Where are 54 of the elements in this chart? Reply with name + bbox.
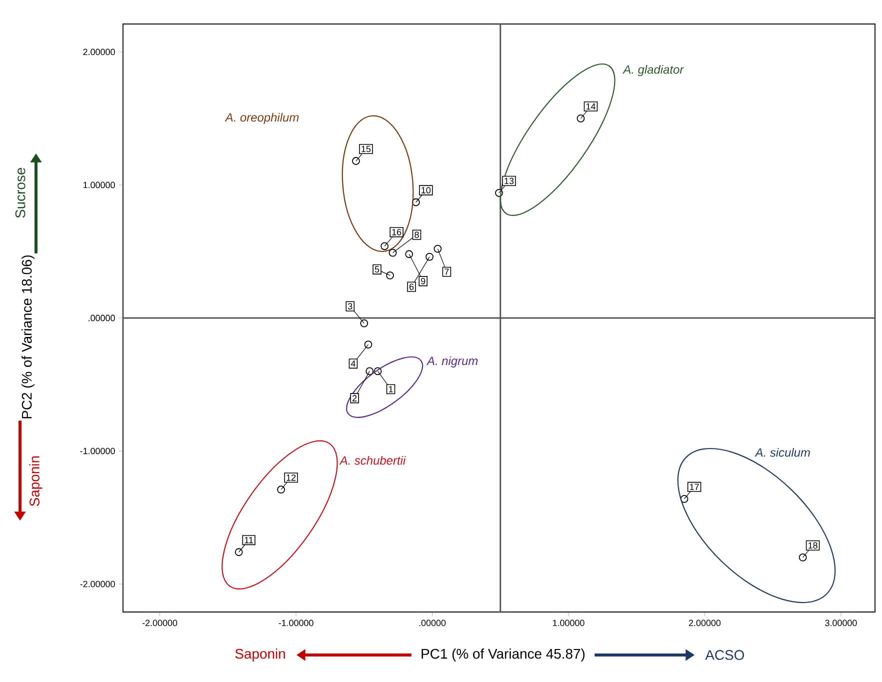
x-tick-label: 1.00000 [552,620,584,626]
annotation: 3 [348,303,352,310]
point [386,271,394,280]
point [405,250,414,258]
y-axis-title: PC2 (% of Variance 18.06) [22,255,35,418]
y-tick-label: .00000 [88,314,115,322]
y-tick-label: 2.00000 [83,48,115,56]
text: Saponin [235,648,285,662]
annotation: 13 [504,178,514,184]
annotation: 12 [286,474,296,481]
annotation: 1 [388,386,393,392]
point [576,114,585,122]
annotation: 4 [350,360,356,367]
x-tick-label: 3.00000 [825,620,857,626]
y-tick-label: 1.00000 [84,182,115,188]
annotation: 6 [409,284,414,290]
annotation: 5 [374,266,380,273]
x-tick-label: -2.00000 [142,620,178,626]
point [426,252,434,261]
annotation: A. nigrum [426,356,478,368]
point [277,486,285,494]
text: Sucrose [15,168,26,218]
point [234,548,243,556]
y-tick-label: -1.00000 [80,448,115,454]
text: Saponin [29,456,42,506]
annotation: 9 [421,278,426,284]
x-tick-label: -1.00000 [278,620,314,626]
point [798,553,807,562]
annotation: 14 [586,103,596,110]
y-tick-label: -2.00000 [80,580,115,588]
annotation: A. schubertii [339,456,406,465]
annotation: 10 [422,187,431,194]
annotation: 18 [808,542,818,549]
annotation: 8 [414,232,419,238]
x-tick-label: 2.00000 [688,620,721,626]
point [380,242,389,250]
point [434,244,442,253]
text: ACSO [705,650,744,660]
point [388,248,397,257]
point [364,340,372,349]
annotation: 17 [690,484,699,490]
x-tick-label: .00000 [419,620,446,626]
annotation: 11 [244,537,254,544]
annotation: 2 [352,395,357,402]
annotation: 15 [362,146,371,152]
annotation: 16 [392,228,402,236]
annotation: A. oreophilum [224,112,299,124]
x-axis-title: PC1 (% of Variance 45.87) [422,648,585,662]
annotation: A. gladiator [622,64,684,76]
annotation: A. siculum [754,448,810,457]
point [360,319,368,328]
point [352,157,360,165]
annotation: 7 [444,268,449,275]
point [366,367,374,376]
